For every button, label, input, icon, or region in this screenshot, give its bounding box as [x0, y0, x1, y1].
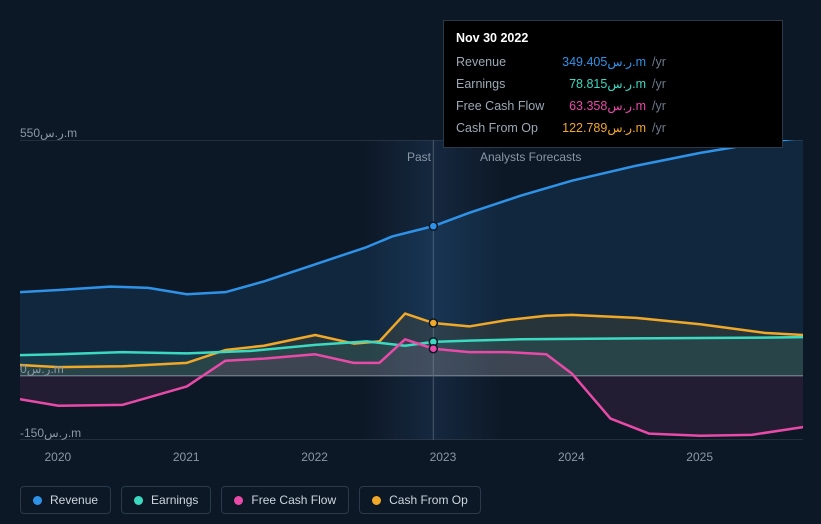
- legend-label: Cash From Op: [389, 493, 468, 507]
- chart-svg: [20, 140, 803, 440]
- tooltip-metric-label: Cash From Op: [456, 119, 551, 137]
- legend-item-revenue[interactable]: Revenue: [20, 486, 111, 514]
- past-label: Past: [407, 150, 431, 164]
- tooltip-metric-value: 349.405ر.س.m: [551, 53, 646, 71]
- tooltip-metric-label: Revenue: [456, 53, 551, 71]
- chart-tooltip: Nov 30 2022 Revenue349.405ر.س.m/yrEarnin…: [443, 20, 783, 148]
- tooltip-metric-value: 122.789ر.س.m: [551, 119, 646, 137]
- legend-item-cash-from-op[interactable]: Cash From Op: [359, 486, 481, 514]
- legend-label: Revenue: [50, 493, 98, 507]
- x-axis-label: 2021: [173, 450, 200, 464]
- forecast-label: Analysts Forecasts: [480, 150, 581, 164]
- tooltip-unit: /yr: [646, 97, 666, 115]
- legend-item-free-cash-flow[interactable]: Free Cash Flow: [221, 486, 349, 514]
- legend-label: Free Cash Flow: [251, 493, 336, 507]
- x-axis-label: 2024: [558, 450, 585, 464]
- y-axis-label: 0ر.س.m: [20, 362, 64, 376]
- x-axis-label: 2023: [430, 450, 457, 464]
- chart-area: [20, 140, 803, 440]
- x-axis-label: 2025: [686, 450, 713, 464]
- y-axis-label: -150ر.س.m: [20, 426, 81, 440]
- tooltip-date: Nov 30 2022: [444, 29, 782, 51]
- legend-dot-icon: [372, 496, 381, 505]
- x-axis-label: 2020: [45, 450, 72, 464]
- tooltip-metric-label: Earnings: [456, 75, 551, 93]
- tooltip-unit: /yr: [646, 75, 666, 93]
- tooltip-row: Earnings78.815ر.س.m/yr: [444, 73, 782, 95]
- y-axis-label: 550ر.س.m: [20, 126, 77, 140]
- x-axis-label: 2022: [301, 450, 328, 464]
- tooltip-row: Free Cash Flow63.358ر.س.m/yr: [444, 95, 782, 117]
- legend-label: Earnings: [151, 493, 198, 507]
- legend-item-earnings[interactable]: Earnings: [121, 486, 211, 514]
- tooltip-unit: /yr: [646, 119, 666, 137]
- tooltip-unit: /yr: [646, 53, 666, 71]
- tooltip-metric-value: 63.358ر.س.m: [551, 97, 646, 115]
- tooltip-metric-value: 78.815ر.س.m: [551, 75, 646, 93]
- tooltip-metric-label: Free Cash Flow: [456, 97, 551, 115]
- tooltip-row: Cash From Op122.789ر.س.m/yr: [444, 117, 782, 139]
- legend-dot-icon: [234, 496, 243, 505]
- legend: Revenue Earnings Free Cash Flow Cash From O…: [20, 486, 481, 514]
- legend-dot-icon: [134, 496, 143, 505]
- tooltip-row: Revenue349.405ر.س.m/yr: [444, 51, 782, 73]
- legend-dot-icon: [33, 496, 42, 505]
